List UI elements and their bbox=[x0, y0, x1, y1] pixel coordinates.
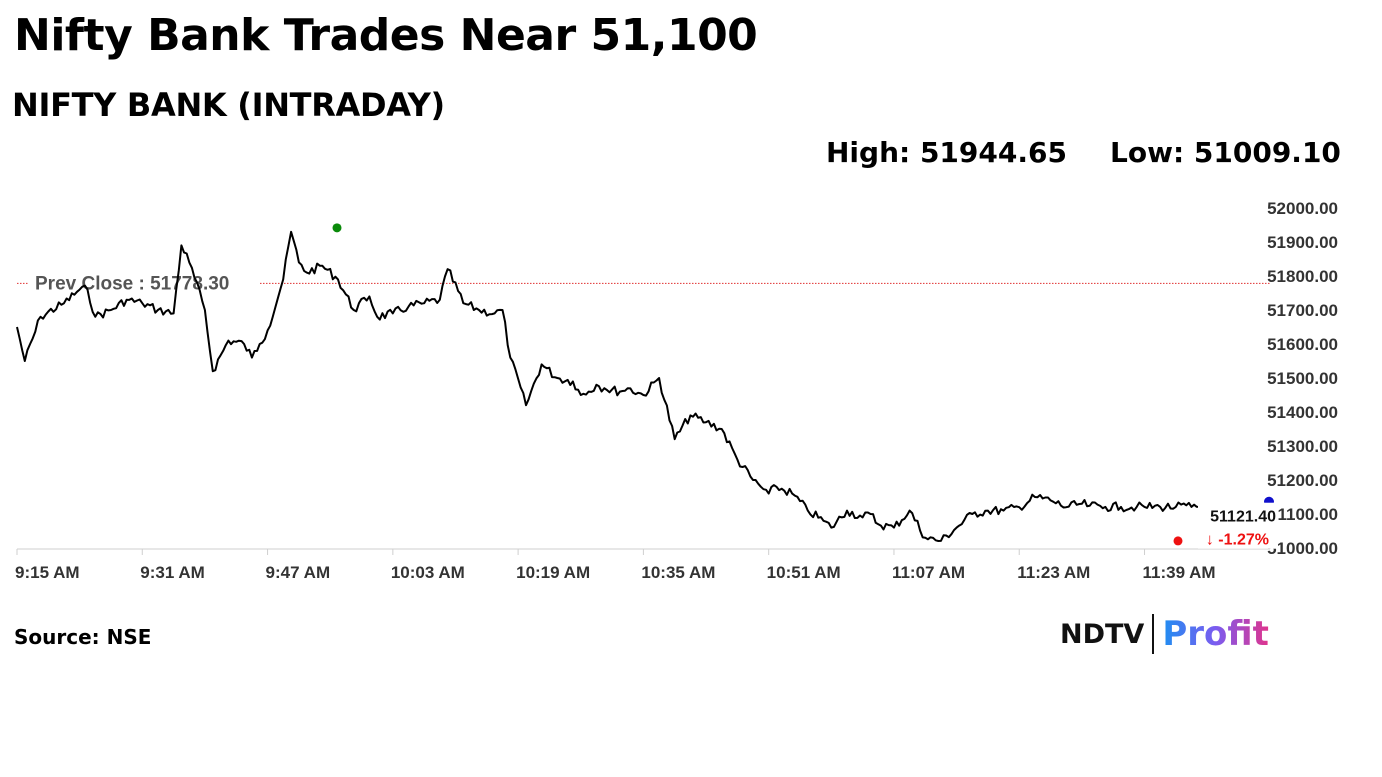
y-tick-label: 51000.00 bbox=[1267, 539, 1338, 558]
day-high-marker bbox=[332, 223, 342, 233]
chart-subtitle: NIFTY BANK (INTRADAY) bbox=[12, 86, 445, 124]
day-high-stat: High: 51944.65 bbox=[826, 136, 1067, 169]
y-tick-label: 51500.00 bbox=[1267, 369, 1338, 388]
x-tick-label: 9:15 AM bbox=[15, 563, 80, 582]
x-tick-label: 11:07 AM bbox=[892, 563, 965, 582]
y-tick-label: 51300.00 bbox=[1267, 437, 1338, 456]
prev-close-label-bg bbox=[28, 270, 260, 295]
x-tick-label: 11:39 AM bbox=[1143, 563, 1216, 582]
ndtv-profit-logo: NDTV Profit bbox=[1060, 612, 1269, 656]
intraday-line-chart: 52000.00 51900.00 51800.00 51700.00 51600.00… bbox=[15, 199, 1338, 582]
x-tick-label: 11:23 AM bbox=[1017, 563, 1090, 582]
price-change-label: ↓ -1.27% bbox=[1206, 532, 1269, 549]
x-tick-label: 10:35 AM bbox=[641, 563, 715, 582]
last-price-label: 51121.40 bbox=[1210, 509, 1276, 526]
logo-profit-wordmark: Profit bbox=[1162, 614, 1269, 654]
day-low-marker bbox=[1173, 536, 1183, 546]
y-tick-label: 51400.00 bbox=[1267, 403, 1338, 422]
prev-close-label: Prev Close : 51778.30 bbox=[35, 273, 229, 294]
x-tick-label: 10:51 AM bbox=[767, 563, 841, 582]
x-tick-label: 10:03 AM bbox=[391, 563, 465, 582]
logo-ndtv-wordmark: NDTV bbox=[1060, 618, 1145, 650]
x-tick-label: 10:19 AM bbox=[516, 563, 590, 582]
y-tick-label: 51100.00 bbox=[1268, 505, 1338, 524]
y-tick-label: 51200.00 bbox=[1267, 471, 1338, 490]
headline: Nifty Bank Trades Near 51,100 bbox=[14, 10, 758, 61]
day-low-stat: Low: 51009.10 bbox=[1110, 136, 1341, 169]
price-series-line bbox=[16, 230, 1208, 542]
x-tick-label: 9:31 AM bbox=[140, 563, 205, 582]
y-tick-label: 51900.00 bbox=[1267, 233, 1338, 252]
y-tick-label: 51800.00 bbox=[1267, 267, 1338, 286]
y-tick-label: 51600.00 bbox=[1267, 335, 1338, 354]
logo-divider bbox=[1152, 614, 1155, 654]
y-tick-label: 52000.00 bbox=[1267, 199, 1338, 218]
source-note: Source: NSE bbox=[14, 625, 152, 649]
last-price-label-bg bbox=[1198, 502, 1278, 549]
x-tick-label: 9:47 AM bbox=[266, 563, 331, 582]
y-tick-label: 51700.00 bbox=[1267, 301, 1338, 320]
